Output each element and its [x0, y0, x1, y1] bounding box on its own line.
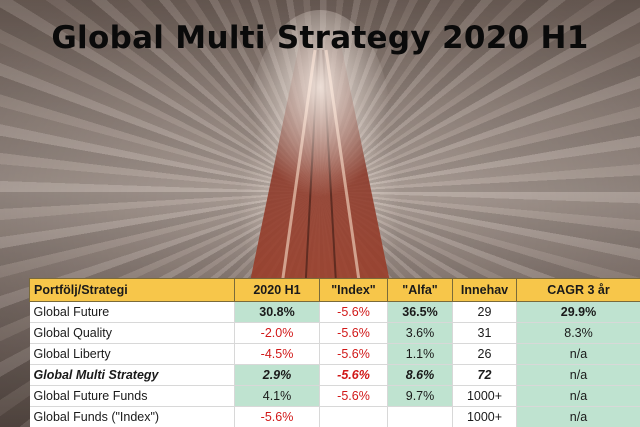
cagr-3y-cell: 8.3%	[516, 322, 640, 344]
holdings-count-cell: 26	[452, 343, 517, 365]
cagr-3y-cell: n/a	[516, 406, 640, 427]
table-row: Global Liberty -4.5% -5.6% 1.1% 26 n/a	[29, 343, 640, 365]
return-2020-h1-cell: 4.1%	[234, 385, 320, 407]
return-2020-h1-cell: 30.8%	[234, 301, 320, 323]
table-row: Global Quality -2.0% -5.6% 3.6% 31 8.3%	[29, 322, 640, 344]
index-return-cell: -5.6%	[319, 364, 388, 386]
holdings-count-cell: 72	[452, 364, 517, 386]
column-header-index: "Index"	[319, 278, 388, 302]
table-row: Global Future 30.8% -5.6% 36.5% 29 29.9%	[29, 301, 640, 323]
portfolio-name-cell: Global Liberty	[29, 343, 235, 365]
portfolio-name-cell: Global Funds ("Index")	[29, 406, 235, 427]
portfolio-name-cell: Global Quality	[29, 322, 235, 344]
return-2020-h1-cell: -5.6%	[234, 406, 320, 427]
index-return-cell: -5.6%	[319, 301, 388, 323]
cagr-3y-cell: 29.9%	[516, 301, 640, 323]
portfolio-name-cell: Global Multi Strategy	[29, 364, 235, 386]
alfa-cell: 1.1%	[387, 343, 453, 365]
performance-table: Portfölj/Strategi 2020 H1 "Index" "Alfa"…	[29, 278, 640, 427]
column-header-cagr: CAGR 3 år	[516, 278, 640, 302]
holdings-count-cell: 31	[452, 322, 517, 344]
alfa-cell	[387, 406, 453, 427]
portfolio-name-cell: Global Future Funds	[29, 385, 235, 407]
page-title: Global Multi Strategy 2020 H1	[51, 20, 589, 56]
index-return-cell: -5.6%	[319, 385, 388, 407]
cagr-3y-cell: n/a	[516, 364, 640, 386]
index-return-cell: -5.6%	[319, 322, 388, 344]
portfolio-name-cell: Global Future	[29, 301, 235, 323]
holdings-count-cell: 1000+	[452, 385, 517, 407]
table-row: Global Multi Strategy 2.9% -5.6% 8.6% 72 n/a	[29, 364, 640, 386]
table-body: Global Future 30.8% -5.6% 36.5% 29 29.9% Globa…	[29, 301, 640, 427]
table-row: Global Funds ("Index") -5.6% 1000+ n/a	[29, 406, 640, 427]
column-header-alfa: "Alfa"	[387, 278, 453, 302]
performance-table-container: Portfölj/Strategi 2020 H1 "Index" "Alfa"…	[29, 278, 640, 427]
alfa-cell: 36.5%	[387, 301, 453, 323]
alfa-cell: 8.6%	[387, 364, 453, 386]
table-row: Global Future Funds 4.1% -5.6% 9.7% 1000+ n/a	[29, 385, 640, 407]
table-header-row: Portfölj/Strategi 2020 H1 "Index" "Alfa"…	[29, 278, 640, 302]
holdings-count-cell: 1000+	[452, 406, 517, 427]
column-header-innehav: Innehav	[452, 278, 517, 302]
cagr-3y-cell: n/a	[516, 385, 640, 407]
return-2020-h1-cell: 2.9%	[234, 364, 320, 386]
column-header-portfolio: Portfölj/Strategi	[29, 278, 235, 302]
index-return-cell: -5.6%	[319, 343, 388, 365]
return-2020-h1-cell: -2.0%	[234, 322, 320, 344]
holdings-count-cell: 29	[452, 301, 517, 323]
index-return-cell	[319, 406, 388, 427]
cagr-3y-cell: n/a	[516, 343, 640, 365]
alfa-cell: 9.7%	[387, 385, 453, 407]
return-2020-h1-cell: -4.5%	[234, 343, 320, 365]
column-header-2020-h1: 2020 H1	[234, 278, 320, 302]
alfa-cell: 3.6%	[387, 322, 453, 344]
